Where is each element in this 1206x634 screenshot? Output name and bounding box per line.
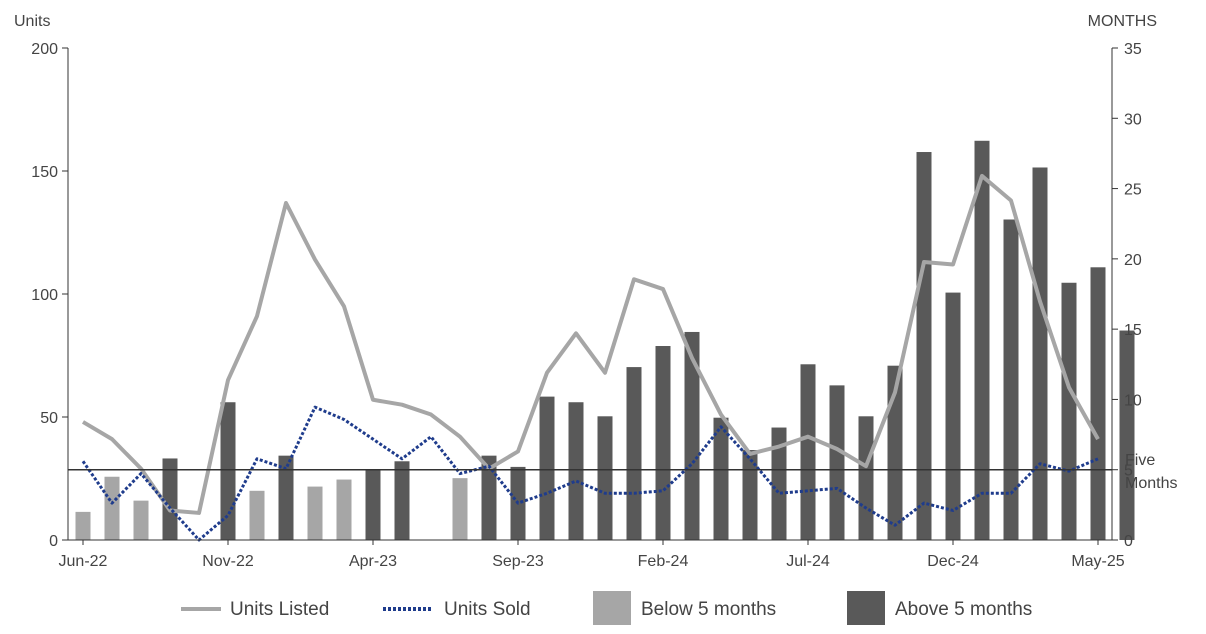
bar-21 — [684, 331, 700, 540]
bar-28 — [887, 365, 903, 540]
right-tick-label-0: 0 — [1124, 533, 1133, 550]
bar-30 — [945, 292, 961, 540]
bar-25 — [800, 364, 816, 540]
right-tick-label-3: 15 — [1124, 322, 1142, 339]
bar-14 — [481, 455, 497, 540]
right-tick-label-6: 30 — [1124, 111, 1142, 128]
bar-16 — [539, 396, 555, 540]
bar-18 — [597, 416, 613, 540]
bar-20 — [655, 346, 671, 540]
bar-29 — [916, 152, 932, 540]
bar-24 — [771, 427, 787, 540]
right-tick-label-4: 20 — [1124, 252, 1142, 269]
bar-34 — [1061, 282, 1077, 540]
legend-units-listed-label: Units Listed — [230, 599, 329, 620]
bar-27 — [858, 416, 874, 540]
bar-35 — [1090, 267, 1106, 540]
bar-19 — [626, 367, 642, 540]
bars-layer — [75, 140, 1135, 541]
bar-23 — [742, 450, 758, 540]
legend-above-label: Above 5 months — [895, 599, 1032, 620]
left-tick-label-4: 200 — [31, 41, 58, 58]
x-tick-label-0: Jun-22 — [59, 553, 108, 570]
bar-3 — [162, 458, 178, 540]
threshold-label-line1: Five — [1125, 452, 1155, 469]
right-axis-label: MONTHS — [1088, 13, 1157, 30]
bar-9 — [336, 479, 352, 540]
bar-31 — [974, 140, 990, 540]
series-line-1 — [81, 405, 1099, 542]
bar-32 — [1003, 219, 1019, 541]
bar-36 — [1119, 330, 1135, 540]
series-line-0 — [81, 173, 1100, 515]
bar-0 — [75, 511, 91, 540]
x-tick-label-2: Apr-23 — [349, 553, 397, 570]
bar-6 — [249, 490, 265, 540]
legend-below-swatch — [593, 591, 631, 625]
threshold-label-line2: Months — [1125, 475, 1177, 492]
bar-8 — [307, 486, 323, 540]
bar-26 — [829, 385, 845, 540]
left-tick-label-0: 0 — [49, 533, 58, 550]
bar-1 — [104, 476, 120, 540]
x-tick-label-7: May-25 — [1071, 553, 1124, 570]
bar-33 — [1032, 167, 1048, 540]
legend-below-label: Below 5 months — [641, 599, 776, 620]
right-tick-label-2: 10 — [1124, 392, 1142, 409]
left-axis-label: Units — [14, 13, 50, 30]
left-tick-label-2: 100 — [31, 287, 58, 304]
x-tick-label-3: Sep-23 — [492, 553, 544, 570]
lines-layer — [81, 173, 1100, 542]
bar-5 — [220, 402, 236, 540]
bar-7 — [278, 455, 294, 540]
bar-13 — [452, 478, 468, 540]
right-tick-label-1: 5 — [1124, 463, 1133, 480]
bar-2 — [133, 500, 149, 540]
x-tick-label-6: Dec-24 — [927, 553, 979, 570]
bar-10 — [365, 469, 381, 540]
x-tick-label-5: Jul-24 — [786, 553, 830, 570]
left-tick-label-3: 150 — [31, 164, 58, 181]
bar-22 — [713, 417, 729, 540]
right-tick-label-5: 25 — [1124, 182, 1142, 199]
bar-17 — [568, 402, 584, 540]
legend-units-sold-label: Units Sold — [444, 599, 531, 620]
left-tick-label-1: 50 — [40, 410, 58, 427]
x-tick-label-4: Feb-24 — [638, 553, 689, 570]
x-tick-label-1: Nov-22 — [202, 553, 254, 570]
legend-above-swatch — [847, 591, 885, 625]
bar-11 — [394, 461, 410, 540]
right-tick-label-7: 35 — [1124, 41, 1142, 58]
axes-layer: 0 50 100 150 200 0 5 10 15 20 25 30 35 Jun-22 Nov-22 Ap… — [31, 41, 1142, 570]
legend: Units Listed Units Sold Below 5 months A… — [181, 591, 1032, 625]
